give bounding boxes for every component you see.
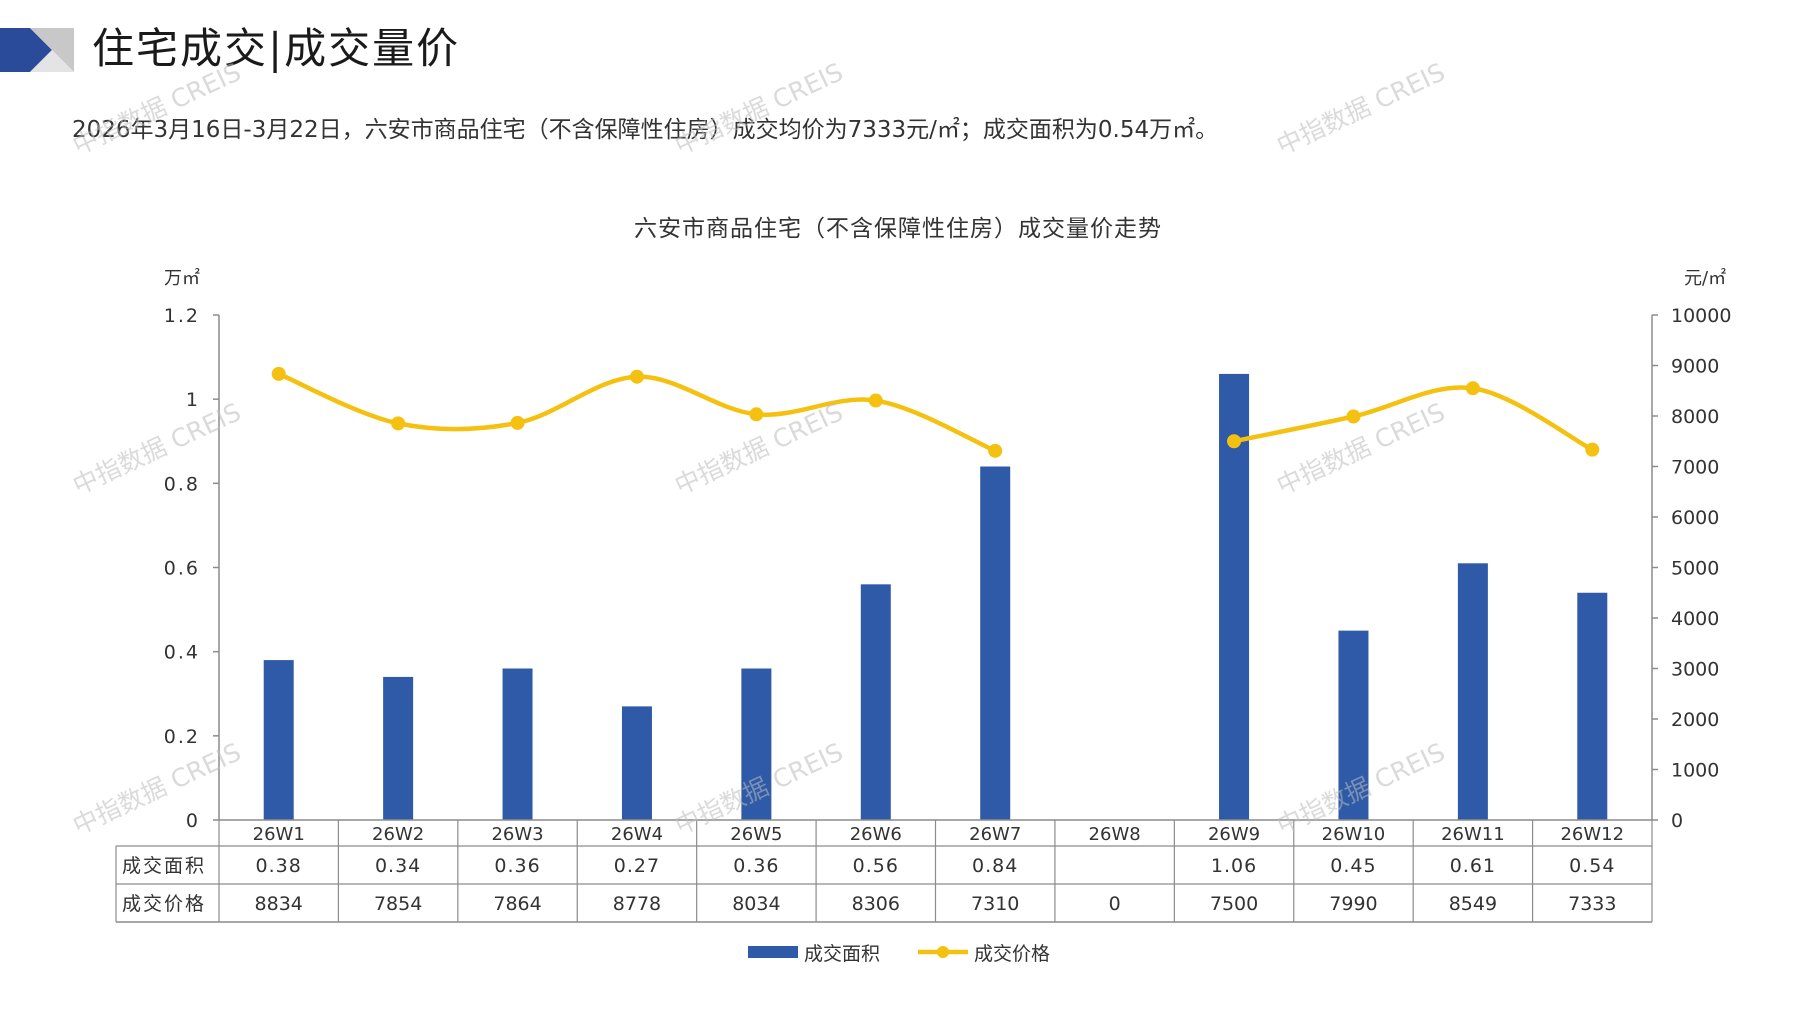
table-cell: 0.27 — [614, 855, 660, 877]
left-tick-label: 0.6 — [164, 558, 200, 580]
price-point-26W4 — [629, 369, 644, 384]
left-axis-unit: 万㎡ — [164, 267, 200, 289]
category-label: 26W11 — [1441, 824, 1505, 845]
legend-line-marker — [937, 946, 949, 958]
bar-26W1 — [263, 660, 294, 820]
category-label: 26W2 — [372, 824, 424, 845]
left-tick-label: 0 — [186, 810, 200, 832]
bar-26W4 — [621, 706, 652, 820]
price-point-26W12 — [1585, 442, 1600, 457]
table-cell: 0.56 — [853, 855, 899, 877]
summary-text: 2026年3月16日-3月22日，六安市商品住宅（不含保障性住房）成交均价为73… — [72, 117, 1219, 143]
right-tick-label: 1000 — [1671, 760, 1719, 782]
table-cell: 7500 — [1210, 893, 1258, 915]
page-title: 住宅成交|成交量价 — [92, 24, 461, 73]
bar-26W6 — [860, 584, 891, 820]
price-point-26W5 — [749, 407, 764, 422]
chart-title: 六安市商品住宅（不含保障性住房）成交量价走势 — [634, 216, 1162, 242]
right-tick-label: 8000 — [1671, 406, 1719, 428]
left-tick-label: 0.4 — [164, 642, 200, 664]
price-line — [1231, 385, 1595, 452]
right-tick-label: 10000 — [1671, 305, 1731, 327]
table-cell: 8834 — [255, 893, 303, 915]
price-point-26W10 — [1346, 409, 1361, 424]
left-tick-label: 1 — [186, 389, 200, 411]
right-tick-label: 5000 — [1671, 558, 1719, 580]
table-cell: 0.36 — [733, 855, 779, 877]
price-point-26W11 — [1465, 381, 1480, 396]
left-tick-label: 0.2 — [164, 726, 200, 748]
row-label: 成交面积 — [122, 855, 206, 877]
brand-logo-icon — [0, 28, 74, 72]
price-point-26W6 — [868, 393, 883, 408]
right-tick-label: 2000 — [1671, 709, 1719, 731]
bar-26W7 — [980, 466, 1011, 820]
legend-bar-label: 成交面积 — [804, 943, 880, 965]
right-tick-label: 3000 — [1671, 659, 1719, 681]
price-point-26W9 — [1227, 434, 1242, 449]
table-cell: 7990 — [1329, 893, 1377, 915]
watermark-text: 中指数据 CREIS — [1272, 57, 1449, 160]
category-label: 26W1 — [253, 824, 305, 845]
watermark-text: 中指数据 CREIS — [68, 57, 245, 160]
category-label: 26W12 — [1560, 824, 1624, 845]
right-tick-label: 4000 — [1671, 608, 1719, 630]
category-label: 26W7 — [969, 824, 1021, 845]
price-point-26W2 — [391, 416, 406, 431]
bar-26W10 — [1338, 630, 1369, 820]
category-label: 26W8 — [1089, 824, 1141, 845]
price-point-26W1 — [271, 366, 286, 381]
bar-26W11 — [1457, 563, 1488, 820]
right-tick-label: 7000 — [1671, 457, 1719, 479]
right-tick-label: 0 — [1671, 810, 1683, 832]
category-label: 26W9 — [1208, 824, 1260, 845]
bar-26W9 — [1219, 373, 1250, 820]
table-cell: 8549 — [1449, 893, 1497, 915]
table-cell: 0.34 — [375, 855, 421, 877]
bar-26W5 — [741, 668, 772, 820]
left-tick-label: 1.2 — [164, 305, 200, 327]
price-line — [276, 371, 998, 454]
bar-26W2 — [383, 676, 414, 820]
right-tick-label: 9000 — [1671, 356, 1719, 378]
price-point-26W7 — [988, 443, 1003, 458]
right-tick-label: 6000 — [1671, 507, 1719, 529]
table-cell: 0.38 — [256, 855, 302, 877]
table-cell: 7864 — [493, 893, 541, 915]
legend-bar-swatch — [748, 946, 798, 958]
table-cell: 0 — [1109, 893, 1121, 915]
table-cell: 0.61 — [1450, 855, 1496, 877]
bar-26W12 — [1577, 592, 1608, 820]
category-label: 26W10 — [1322, 824, 1386, 845]
right-axis-unit: 元/㎡ — [1684, 267, 1726, 289]
table-cell: 8306 — [852, 893, 900, 915]
table-cell: 7333 — [1568, 893, 1616, 915]
table-cell: 0.54 — [1569, 855, 1615, 877]
category-label: 26W4 — [611, 824, 663, 845]
legend-line-label: 成交价格 — [974, 943, 1050, 965]
price-point-26W3 — [510, 415, 525, 430]
table-cell: 0.84 — [972, 855, 1018, 877]
category-label: 26W3 — [491, 824, 543, 845]
table-cell: 8778 — [613, 893, 661, 915]
row-label: 成交价格 — [122, 893, 206, 915]
table-cell: 0.45 — [1330, 855, 1376, 877]
category-label: 26W6 — [850, 824, 902, 845]
category-label: 26W5 — [730, 824, 782, 845]
table-cell: 7310 — [971, 893, 1019, 915]
table-cell: 8034 — [732, 893, 780, 915]
table-cell: 7854 — [374, 893, 422, 915]
watermark-text: 中指数据 CREIS — [670, 57, 847, 160]
bar-26W3 — [502, 668, 533, 820]
left-tick-label: 0.8 — [164, 473, 200, 495]
table-cell: 1.06 — [1211, 855, 1257, 877]
table-cell: 0.36 — [494, 855, 540, 877]
